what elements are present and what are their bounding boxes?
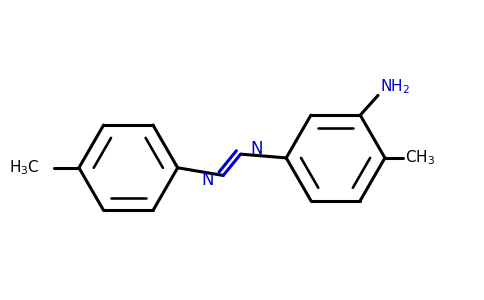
Text: CH$_3$: CH$_3$ xyxy=(405,148,435,167)
Text: H$_3$C: H$_3$C xyxy=(9,158,40,177)
Text: NH$_2$: NH$_2$ xyxy=(380,77,410,96)
Text: N: N xyxy=(201,171,213,189)
Text: N: N xyxy=(251,140,263,158)
